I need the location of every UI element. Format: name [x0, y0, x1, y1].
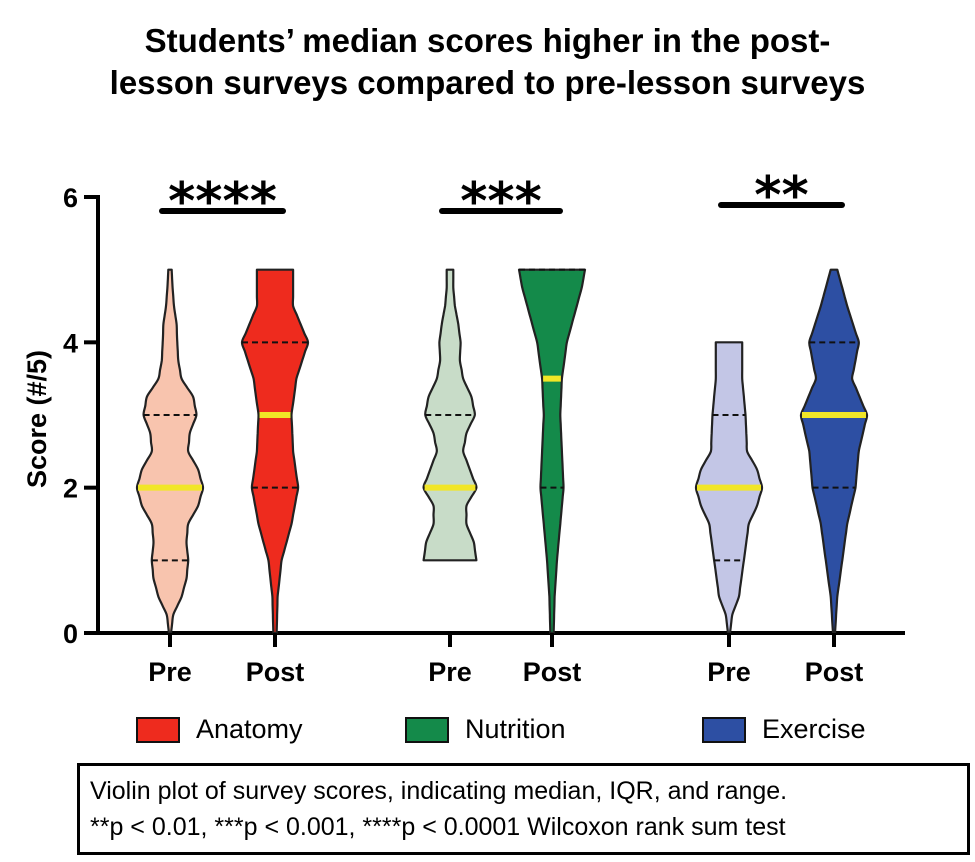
caption-line-1: Violin plot of survey scores, indicating… — [90, 777, 788, 805]
violin-anatomy-post — [240, 268, 310, 635]
x-tick-label: Post — [246, 657, 305, 687]
x-tick-label: Pre — [148, 657, 192, 687]
y-axis-label: Score (#/5) — [22, 350, 52, 488]
significance-label: **** — [168, 172, 277, 232]
violin-nutrition-post — [517, 268, 587, 635]
chart-title-line-1: Students’ median scores higher in the po… — [144, 22, 831, 59]
y-tick-label: 2 — [63, 474, 78, 504]
legend-swatch-anatomy — [136, 716, 180, 743]
legend-item-anatomy: Anatomy — [136, 714, 303, 745]
x-tick-label: Pre — [428, 657, 472, 687]
legend-item-exercise: Exercise — [702, 714, 866, 745]
legend-label-nutrition: Nutrition — [465, 714, 566, 744]
y-tick-label: 4 — [63, 328, 78, 358]
chart-title: Students’ median scores higher in the po… — [0, 20, 975, 104]
legend-label-anatomy: Anatomy — [196, 714, 303, 744]
violin-anatomy-pre — [135, 268, 205, 635]
legend-swatch-nutrition — [405, 716, 449, 743]
violin-exercise-post — [799, 268, 869, 635]
significance-label: *** — [460, 172, 542, 232]
legend-swatch-exercise — [702, 716, 746, 743]
legend-label-exercise: Exercise — [762, 714, 866, 744]
x-tick-label: Pre — [707, 657, 751, 687]
chart-title-line-2: lesson surveys compared to pre-lesson su… — [109, 64, 866, 101]
x-tick-label: Post — [805, 657, 864, 687]
caption-line-2: **p < 0.01, ***p < 0.001, ****p < 0.0001… — [90, 813, 786, 841]
significance-label: ** — [754, 166, 808, 226]
y-tick-label: 6 — [63, 183, 78, 213]
legend-item-nutrition: Nutrition — [405, 714, 566, 745]
y-tick-label: 0 — [63, 619, 78, 649]
violin-chart: 0 2 4 6 Score (#/5) Pre Post **** Pre Post *** Pre P… — [22, 166, 905, 687]
caption-box: Violin plot of survey scores, indicating… — [77, 763, 970, 855]
x-tick-label: Post — [523, 657, 582, 687]
